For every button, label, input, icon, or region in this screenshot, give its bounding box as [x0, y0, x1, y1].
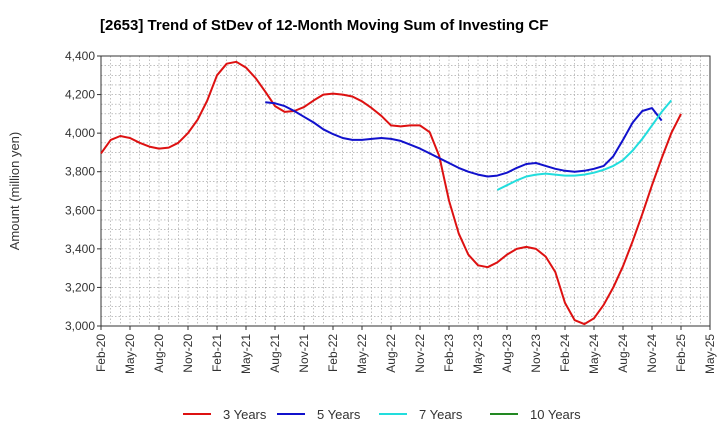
legend-label: 10 Years — [530, 407, 581, 422]
x-tick-label: May-24 — [587, 334, 601, 374]
plot-area — [100, 55, 711, 327]
x-tick-label: May-25 — [703, 334, 717, 374]
y-tick-label: 3,800 — [65, 165, 95, 179]
x-tick-label: Aug-22 — [384, 334, 398, 373]
y-axis-label: Amount (million yen) — [7, 132, 22, 251]
x-tick-label: Nov-21 — [297, 334, 311, 373]
chart-title: [2653] Trend of StDev of 12-Month Moving… — [100, 17, 548, 34]
x-tick-label: Aug-20 — [152, 334, 166, 373]
x-tick-label: May-21 — [239, 334, 253, 374]
x-tick-label: Nov-20 — [181, 334, 195, 373]
y-tick-label: 4,400 — [65, 49, 95, 63]
y-tick-label: 3,200 — [65, 280, 95, 294]
x-tick-label: Feb-23 — [442, 334, 456, 372]
x-axis: Feb-20 May-20 Aug-20 Nov-20 Feb-21 May-21 Aug-… — [94, 326, 717, 374]
x-tick-label: May-22 — [355, 334, 369, 374]
y-tick-label: 4,200 — [65, 88, 95, 102]
y-tick-label: 3,400 — [65, 242, 95, 256]
series-line-5-years — [265, 101, 663, 178]
legend-label: 7 Years — [419, 407, 463, 422]
y-tick-label: 3,600 — [65, 203, 95, 217]
x-tick-label: Feb-22 — [326, 334, 340, 372]
series-line-7-years — [496, 99, 673, 191]
x-tick-label: Nov-24 — [645, 334, 659, 373]
x-tick-label: Nov-23 — [529, 334, 543, 373]
x-tick-label: Aug-21 — [268, 334, 282, 373]
legend: 3 Years 5 Years 7 Years 10 Years — [183, 407, 581, 422]
x-tick-label: Feb-21 — [210, 334, 224, 372]
x-tick-label: Aug-24 — [616, 334, 630, 373]
y-tick-label: 3,000 — [65, 319, 95, 333]
x-tick-label: Aug-23 — [500, 334, 514, 373]
x-tick-label: Feb-25 — [674, 334, 688, 372]
series-line-3-years — [100, 60, 682, 326]
x-tick-label: Feb-24 — [558, 334, 572, 372]
legend-label: 5 Years — [317, 407, 361, 422]
grid — [101, 56, 710, 326]
y-tick-label: 4,000 — [65, 126, 95, 140]
legend-label: 3 Years — [223, 407, 267, 422]
x-tick-label: May-23 — [471, 334, 485, 374]
x-tick-label: Feb-20 — [94, 334, 108, 372]
x-tick-label: Nov-22 — [413, 334, 427, 373]
series-lines — [100, 60, 682, 326]
y-axis: 3,000 3,200 3,400 3,600 3,800 4,000 4,200 4,400 — [65, 49, 101, 333]
x-tick-label: May-20 — [123, 334, 137, 374]
